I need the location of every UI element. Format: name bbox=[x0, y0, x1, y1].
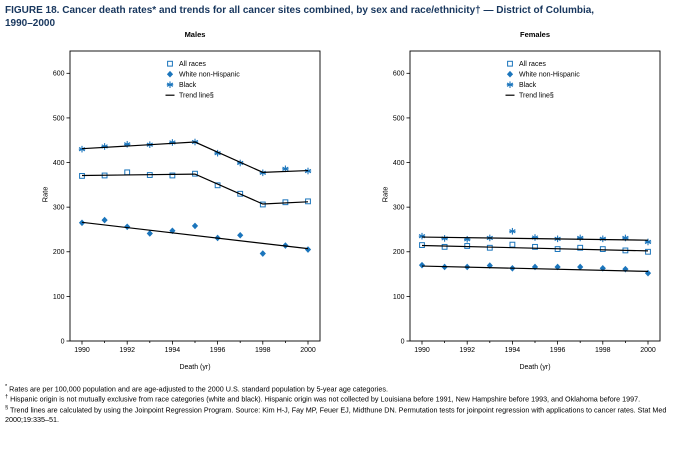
series-white-non-hispanic bbox=[78, 216, 312, 257]
footnote-hispanic-origin: † Hispanic origin is not mutually exclus… bbox=[5, 394, 683, 404]
square-marker bbox=[441, 243, 448, 250]
charts-row: Males Rate 0 100 200 300 400 500 600 1990 1992 19… bbox=[20, 30, 680, 382]
square-marker bbox=[509, 241, 516, 248]
footnote-rates: * Rates are per 100,000 population and a… bbox=[5, 384, 683, 394]
legend-label: Trend line§ bbox=[519, 93, 554, 100]
trend-line bbox=[81, 221, 309, 250]
y-tick-label: 400 bbox=[53, 160, 65, 167]
x-tick-label: 1992 bbox=[459, 347, 475, 354]
footnote-trend-lines: § Trend lines are calculated by using th… bbox=[5, 405, 683, 425]
diamond-marker bbox=[191, 222, 199, 230]
trend-line bbox=[81, 141, 309, 173]
chart-title-females: Females bbox=[519, 30, 551, 39]
legend: All races White non-Hispanic Black Trend li… bbox=[505, 60, 580, 100]
diamond-marker bbox=[622, 265, 629, 273]
y-tick-label: 600 bbox=[393, 71, 405, 78]
y-tick-label: 0 bbox=[401, 338, 405, 345]
x-tick-label: 1996 bbox=[210, 347, 226, 354]
y-tick-label: 300 bbox=[393, 205, 405, 212]
y-tick-label: 600 bbox=[53, 71, 65, 78]
x-tick-label: 2000 bbox=[300, 347, 316, 354]
y-tick-label: 500 bbox=[53, 115, 65, 122]
x-tick-label: 1992 bbox=[119, 347, 135, 354]
square-marker bbox=[507, 60, 513, 67]
chart-females: Females Rate 0 100 200 300 400 500 600 1990 1992… bbox=[360, 30, 680, 382]
x-tick-label: 1990 bbox=[74, 347, 90, 354]
y-tick-label: 100 bbox=[393, 294, 405, 301]
diamond-marker bbox=[124, 223, 131, 231]
square-marker bbox=[645, 248, 651, 255]
series-black bbox=[78, 138, 312, 177]
diamond-marker bbox=[259, 250, 266, 257]
y-tick-label: 500 bbox=[393, 115, 405, 122]
footnote-text: Trend lines are calculated by using the … bbox=[5, 405, 667, 424]
footnote-text: Hispanic origin is not mutually exclusiv… bbox=[8, 394, 641, 404]
square-marker bbox=[169, 172, 176, 179]
y-tick-label: 0 bbox=[61, 338, 65, 345]
trend-line bbox=[81, 173, 309, 205]
trend-line bbox=[421, 244, 649, 252]
trend-line bbox=[421, 236, 649, 241]
figure-title: FIGURE 18. Cancer death rates* and trend… bbox=[5, 5, 595, 29]
chart-males: Males Rate 0 100 200 300 400 500 600 1990 1992 19… bbox=[20, 30, 340, 382]
x-tick-label: 2000 bbox=[640, 347, 656, 354]
legend-label: Trend line§ bbox=[179, 93, 214, 100]
legend: All races White non-Hispanic Black Trend li… bbox=[165, 60, 240, 100]
footnote-marker: * bbox=[5, 384, 8, 390]
footnote-marker: § bbox=[5, 404, 9, 411]
square-marker bbox=[167, 60, 173, 67]
x-tick-label: 1998 bbox=[255, 347, 271, 354]
diamond-marker bbox=[418, 261, 426, 269]
y-tick-label: 200 bbox=[53, 249, 65, 256]
square-marker bbox=[577, 244, 584, 251]
diamond-marker bbox=[554, 263, 561, 271]
males-plot: 0 100 200 300 400 500 600 1990 1992 1994 1996 1998 2… bbox=[53, 50, 321, 354]
x-tick-label: 1994 bbox=[505, 347, 521, 354]
x-axis-label-females: Death (yr) bbox=[519, 364, 551, 371]
legend-label: White non-Hispanic bbox=[519, 72, 580, 79]
footnotes: * Rates are per 100,000 population and a… bbox=[5, 384, 683, 425]
series-black bbox=[418, 227, 652, 246]
y-tick-label: 100 bbox=[53, 294, 65, 301]
chart-title-males: Males bbox=[184, 30, 206, 39]
legend-label: Black bbox=[179, 82, 197, 89]
x-axis-label-males: Death (yr) bbox=[179, 364, 211, 371]
y-tick-label: 300 bbox=[53, 205, 65, 212]
diamond-marker bbox=[506, 70, 514, 78]
diamond-marker bbox=[304, 246, 312, 253]
x-tick-label: 1996 bbox=[550, 347, 566, 354]
square-marker bbox=[532, 243, 538, 250]
square-marker bbox=[124, 169, 131, 176]
diamond-marker bbox=[166, 70, 174, 78]
trend-line bbox=[421, 265, 649, 272]
legend-label: All races bbox=[519, 61, 546, 68]
x-tick-label: 1990 bbox=[414, 347, 430, 354]
square-marker bbox=[599, 246, 606, 252]
footnote-text: Rates are per 100,000 population and are… bbox=[7, 384, 388, 394]
legend-label: White non-Hispanic bbox=[179, 72, 240, 79]
diamond-marker bbox=[237, 231, 244, 239]
y-tick-label: 200 bbox=[393, 249, 405, 256]
y-tick-label: 400 bbox=[393, 160, 405, 167]
diamond-marker bbox=[146, 230, 153, 237]
legend-label: Black bbox=[519, 82, 537, 89]
legend-label: All races bbox=[179, 61, 206, 68]
x-tick-label: 1994 bbox=[165, 347, 181, 354]
footnote-marker: † bbox=[5, 394, 9, 401]
diamond-marker bbox=[101, 216, 108, 224]
x-tick-label: 1998 bbox=[595, 347, 611, 354]
females-plot: 0 100 200 300 400 500 600 1990 1992 1994 1996 1998 2… bbox=[393, 50, 661, 354]
